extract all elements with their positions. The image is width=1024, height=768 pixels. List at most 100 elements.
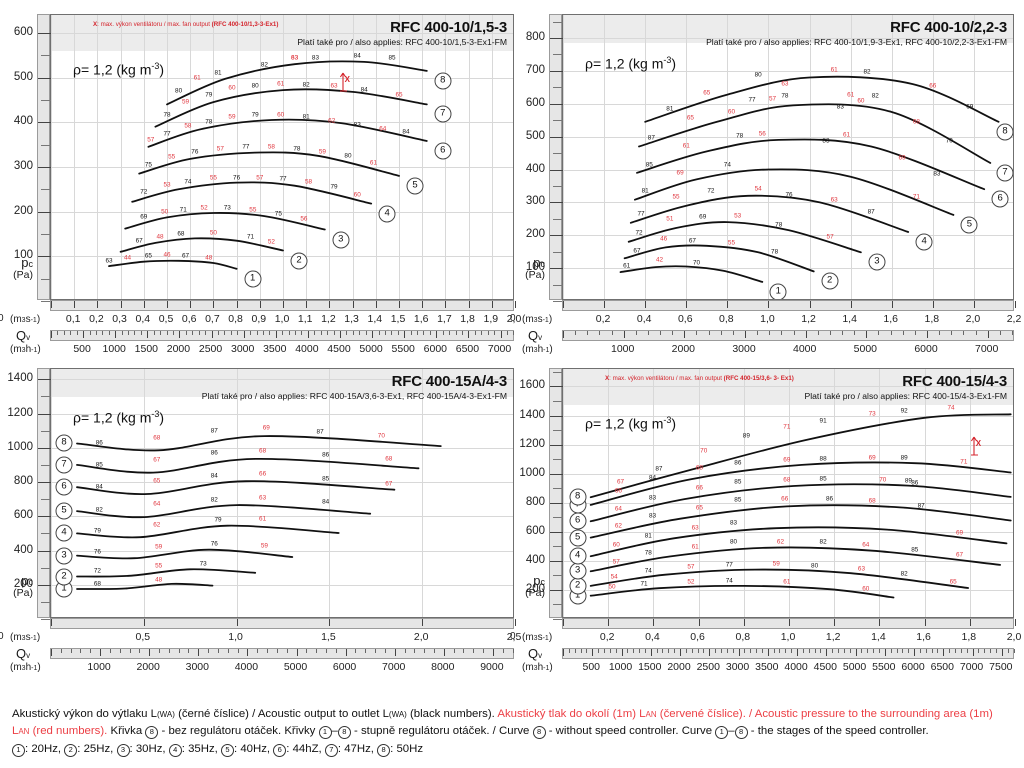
acoustic-pressure-label: 55 bbox=[727, 239, 736, 247]
plot-area: 63 65 67 44 46 48 67 68 71 48 50 52 69 71 73 75 50 52 55 56… bbox=[50, 14, 514, 300]
flow-tick bbox=[803, 649, 804, 653]
max-fan-output-note: X: max. výkon ventilátoru / max. fan out… bbox=[93, 21, 279, 28]
stage-bubble-6: 6 bbox=[991, 190, 1009, 208]
grid-line-v bbox=[789, 369, 790, 617]
flow-tick-label: 2000 bbox=[667, 661, 691, 673]
flow-axis-symbol: Qv bbox=[16, 646, 31, 661]
flow-tick bbox=[684, 331, 685, 338]
x-tick bbox=[399, 301, 400, 308]
acoustic-pressure-label: 55 bbox=[209, 174, 217, 182]
flow-tick-label: 1000 bbox=[102, 343, 126, 355]
x-tick bbox=[727, 301, 728, 308]
acoustic-pressure-label: 61 bbox=[783, 578, 791, 586]
acoustic-output-label: 79 bbox=[251, 111, 259, 119]
chart-title: RFC 400-10/1,5-3 bbox=[390, 19, 507, 36]
y-tick-label: 400 bbox=[525, 163, 545, 175]
x-tick bbox=[213, 301, 214, 308]
x-tick-label: 0,4 bbox=[636, 313, 652, 325]
flow-tick bbox=[57, 331, 58, 335]
acoustic-pressure-label: 70 bbox=[700, 447, 708, 455]
flow-tick bbox=[721, 649, 722, 653]
flow-tick bbox=[785, 649, 786, 653]
x-tick-label: 1,8 bbox=[924, 313, 940, 325]
y-tick bbox=[553, 120, 563, 121]
acoustic-pressure-label: 66 bbox=[929, 82, 937, 90]
acoustic-pressure-label: 64 bbox=[614, 505, 622, 513]
curve-4 bbox=[76, 524, 340, 539]
flow-tick bbox=[739, 649, 740, 656]
flow-tick bbox=[826, 649, 827, 656]
flow-tick bbox=[149, 649, 150, 656]
y-tick-label: 600 bbox=[525, 97, 545, 109]
acoustic-pressure-label: 55 bbox=[249, 206, 257, 214]
stage-bubble-5: 5 bbox=[569, 529, 587, 547]
flow-tick-label: 5000 bbox=[359, 343, 383, 355]
flow-tick bbox=[414, 649, 415, 653]
flow-tick bbox=[468, 331, 469, 338]
curve-4 bbox=[629, 194, 910, 233]
acoustic-output-label: 82 bbox=[302, 81, 310, 89]
x-axis-ruler bbox=[562, 618, 1016, 629]
flow-tick-label: 1500 bbox=[638, 661, 662, 673]
grid-line-v bbox=[879, 369, 880, 617]
flow-tick bbox=[657, 649, 658, 653]
flow-tick bbox=[873, 649, 874, 653]
flow-tick bbox=[604, 649, 605, 653]
flow-tick-label: 6000 bbox=[423, 343, 448, 355]
x-tick bbox=[376, 301, 377, 308]
x-tick bbox=[74, 301, 75, 308]
flow-tick bbox=[978, 649, 979, 653]
flow-tick bbox=[856, 649, 857, 656]
x-tick bbox=[121, 301, 122, 308]
flow-tick-label: 4000 bbox=[234, 661, 259, 673]
flow-tick bbox=[660, 331, 661, 335]
flow-tick bbox=[141, 331, 142, 335]
x-tick bbox=[789, 619, 790, 626]
grid-line-v bbox=[260, 15, 261, 299]
flow-tick-label: 4500 bbox=[327, 343, 351, 355]
flow-tick bbox=[391, 331, 392, 335]
max-fan-output-note: X: max. výkon ventilátoru / max. fan out… bbox=[605, 375, 794, 382]
acoustic-pressure-label: 70 bbox=[377, 432, 385, 440]
x-tick-label: 1,5 bbox=[321, 631, 336, 643]
flow-tick bbox=[385, 331, 386, 335]
grid-line-v bbox=[144, 369, 145, 617]
flow-tick-label: 8000 bbox=[431, 661, 455, 673]
y-tick bbox=[553, 488, 563, 489]
x-tick-label: 0,1 bbox=[65, 313, 81, 325]
flow-tick-label: 5000 bbox=[842, 661, 867, 673]
acoustic-output-label: 86 bbox=[911, 479, 919, 487]
flow-tick bbox=[842, 331, 843, 335]
acoustic-pressure-label: 60 bbox=[228, 84, 236, 92]
acoustic-pressure-label: 61 bbox=[847, 91, 855, 99]
flow-tick bbox=[636, 331, 637, 335]
y-tick bbox=[41, 499, 51, 500]
flow-axis-labels: 500 1000 1500 2000 2500 3000 3500 4000 4500 5000 5… bbox=[562, 661, 1014, 675]
flow-tick bbox=[622, 649, 623, 656]
flow-tick bbox=[80, 649, 81, 653]
acoustic-pressure-label: 74 bbox=[947, 404, 955, 412]
curve-1 bbox=[76, 582, 214, 590]
acoustic-pressure-label: 64 bbox=[153, 500, 161, 508]
acoustic-pressure-label: 57 bbox=[826, 233, 834, 241]
y-axis-labels: 200 400 600 800 1000 1200 1400 1600 bbox=[515, 368, 545, 618]
flow-axis-ruler bbox=[562, 330, 1014, 341]
acoustic-output-label: 78 bbox=[163, 111, 171, 119]
curve-6 bbox=[636, 138, 986, 191]
flow-tick bbox=[269, 331, 270, 335]
x-tick-label: 2,0 bbox=[1006, 631, 1022, 643]
acoustic-pressure-label: 52 bbox=[200, 204, 208, 212]
grid-line-v bbox=[970, 369, 971, 617]
flow-tick bbox=[932, 649, 933, 653]
flow-tick bbox=[503, 649, 504, 653]
acoustic-output-label: 69 bbox=[140, 213, 148, 221]
flow-tick-label: 7000 bbox=[487, 343, 512, 355]
flow-tick bbox=[494, 331, 495, 335]
acoustic-output-label: 67 bbox=[135, 237, 143, 245]
acoustic-output-label: 87 bbox=[917, 502, 925, 510]
acoustic-output-label: 68 bbox=[177, 230, 185, 238]
acoustic-output-label: 83 bbox=[822, 137, 830, 145]
flow-tick bbox=[581, 649, 582, 653]
x-tick bbox=[237, 301, 238, 308]
acoustic-pressure-label: 66 bbox=[695, 484, 703, 492]
